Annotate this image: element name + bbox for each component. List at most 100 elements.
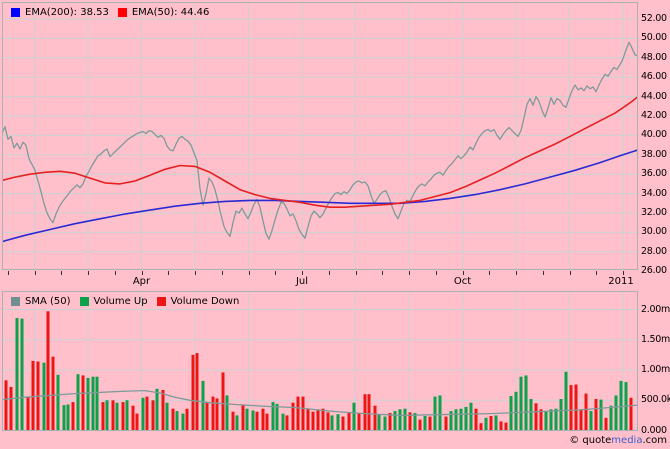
volume-up-swatch-icon <box>79 296 89 306</box>
volume-bar <box>115 402 119 430</box>
x-axis-tick <box>569 271 571 275</box>
volume-bar <box>281 413 285 430</box>
x-axis-tick <box>382 271 384 275</box>
volume-bar <box>529 399 533 430</box>
volume-bar <box>544 411 548 430</box>
x-axis-label: Oct <box>453 276 472 287</box>
volume-bar <box>377 414 381 430</box>
x-axis-tick <box>114 271 116 275</box>
volume-bar <box>76 374 80 430</box>
volume-bar <box>46 311 50 430</box>
x-axis-label: Jul <box>295 276 309 287</box>
volume-bar <box>609 405 613 430</box>
credit-brand: media <box>611 435 643 446</box>
volume-bar <box>20 318 24 430</box>
volume-bar <box>296 396 300 430</box>
series-EMA(50) <box>3 96 637 208</box>
volume-bar <box>393 411 397 430</box>
volume-down-legend-label: Volume Down <box>170 295 240 307</box>
price-y-axis-label: 28.00 <box>641 245 667 257</box>
volume-bar <box>301 396 305 430</box>
volume-legend: SMA (50) Volume Up Volume Down <box>11 293 239 309</box>
x-axis-tick <box>623 271 624 275</box>
ema50-legend-label: EMA(50): 44.46 <box>131 6 210 18</box>
series-price <box>3 41 637 240</box>
volume-bar <box>383 416 387 430</box>
volume-bar <box>454 409 458 430</box>
volume-bar <box>285 415 289 430</box>
legend-item-volume-up: Volume Up <box>79 296 148 307</box>
x-axis-tick <box>221 271 223 275</box>
x-axis-tick <box>168 271 170 275</box>
sma50-swatch-icon <box>11 296 20 306</box>
volume-bar <box>438 395 442 430</box>
volume-bar <box>225 395 229 430</box>
volume-bar <box>81 375 85 430</box>
volume-bar <box>135 413 139 430</box>
sma50-legend-label: SMA (50) <box>25 295 71 307</box>
credit-suffix: .com <box>642 435 667 446</box>
volume-bar <box>464 406 468 430</box>
volume-bar <box>26 396 30 430</box>
volume-bar <box>211 396 215 430</box>
price-y-axis-label: 30.00 <box>641 226 667 238</box>
volume-bar <box>241 405 245 430</box>
legend-item-ema200: EMA(200): 38.53 <box>11 7 109 18</box>
x-axis: Apr Jul Oct 2011 <box>0 270 640 291</box>
volume-bar <box>433 396 437 430</box>
volume-bar <box>205 402 209 430</box>
volume-bar <box>604 417 608 430</box>
x-axis-tick <box>462 271 464 275</box>
volume-bar <box>125 400 129 430</box>
volume-bar <box>388 413 392 430</box>
volume-bar <box>311 411 315 430</box>
volume-bar <box>564 371 568 430</box>
volume-bar <box>245 408 249 430</box>
x-axis-tick <box>435 271 437 275</box>
volume-bar <box>408 412 412 430</box>
volume-bar <box>494 415 498 430</box>
price-legend: EMA(200): 38.53 EMA(50): 44.46 <box>11 4 209 20</box>
volume-bar <box>398 409 402 430</box>
volume-bar <box>524 375 528 430</box>
y-axis-labels-column: 52.00 50.00 48.00 46.00 44.00 42.00 40.00 38.00… <box>641 0 670 449</box>
x-axis-tick <box>328 271 330 275</box>
price-y-axis-label: 46.00 <box>641 71 667 83</box>
volume-bar <box>584 393 588 430</box>
legend-item-sma50: SMA (50) <box>11 296 71 307</box>
volume-bar <box>589 411 593 430</box>
price-y-axis-label: 44.00 <box>641 90 667 102</box>
volume-bar <box>71 402 75 430</box>
volume-bar <box>151 400 155 430</box>
x-axis-tick <box>302 271 303 275</box>
volume-bar <box>321 408 325 430</box>
quotemedia-credit[interactable]: © quotemedia.com <box>569 434 667 447</box>
ema200-swatch-icon <box>11 7 20 17</box>
price-y-axis-label: 38.00 <box>641 148 667 160</box>
volume-panel: SMA (50) Volume Up Volume Down <box>2 291 638 431</box>
volume-bar <box>559 399 563 430</box>
volume-bar <box>265 413 269 430</box>
volume-bar <box>594 399 598 430</box>
volume-bar <box>251 410 255 430</box>
price-y-axis-label: 36.00 <box>641 168 667 180</box>
volume-bar <box>428 416 432 430</box>
ema50-swatch-icon <box>117 7 127 17</box>
volume-bar <box>352 402 356 430</box>
volume-bar <box>221 372 225 430</box>
price-panel: EMA(200): 38.53 EMA(50): 44.46 <box>2 2 638 270</box>
x-axis-tick <box>489 271 491 275</box>
volume-y-axis-label: 1.50m <box>641 333 670 345</box>
volume-bar <box>504 422 508 430</box>
x-axis-tick <box>61 271 63 275</box>
series-volume-sma <box>3 389 637 417</box>
volume-bar <box>554 408 558 430</box>
volume-bar <box>261 408 265 430</box>
volume-bar <box>330 415 334 430</box>
volume-bar <box>469 402 473 430</box>
x-axis-tick <box>542 271 544 275</box>
x-axis-tick <box>7 271 9 275</box>
volume-bar <box>479 423 483 430</box>
volume-bar <box>629 397 633 430</box>
